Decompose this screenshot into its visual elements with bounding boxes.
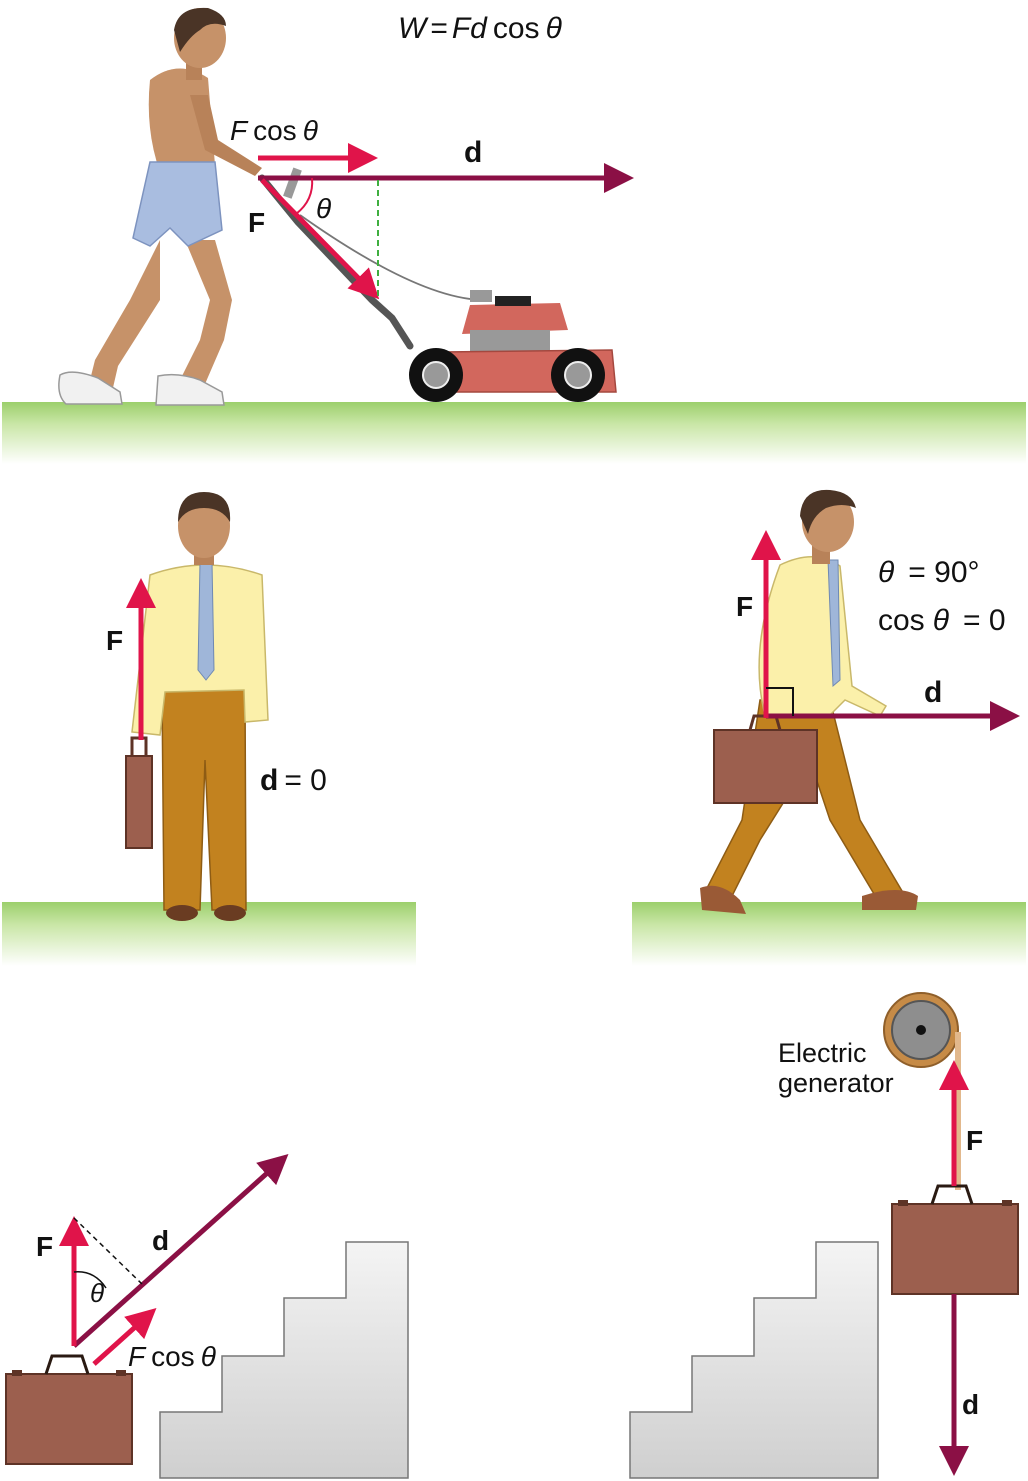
panel-b xyxy=(2,492,416,966)
d-arrow-d xyxy=(72,1153,289,1348)
ground-b xyxy=(2,902,416,966)
briefcase-e xyxy=(891,1203,1019,1295)
cos-equation: cos θ = 0 xyxy=(878,604,1006,637)
angle-arc-a xyxy=(295,177,314,215)
f-label-a: F xyxy=(248,207,265,238)
lawn-mower xyxy=(258,167,617,402)
f-label-d: F xyxy=(36,1231,53,1262)
panel-e xyxy=(629,992,1019,1479)
d-label-a: d xyxy=(464,136,482,169)
d-equals-zero: d = 0 xyxy=(260,764,327,797)
generator-label-line1: Electric xyxy=(778,1038,867,1068)
d-label-c: d xyxy=(924,676,942,709)
theta-label-a: θ xyxy=(316,193,331,224)
formula: W = Fd cos θ xyxy=(398,12,563,45)
person-walking xyxy=(700,489,918,914)
d-label-e: d xyxy=(962,1389,979,1420)
stairs-e xyxy=(629,1241,879,1479)
stairs-d xyxy=(159,1241,409,1479)
f-label-e: F xyxy=(966,1125,983,1156)
f-label-b: F xyxy=(106,625,123,656)
briefcase-c xyxy=(713,729,818,804)
d-label-d: d xyxy=(152,1225,169,1256)
briefcase-b xyxy=(125,755,153,849)
briefcase-d xyxy=(5,1373,133,1465)
angle-arc-d xyxy=(73,1271,107,1289)
ground-c xyxy=(632,902,1026,966)
panel-c xyxy=(632,489,1026,966)
ground-a xyxy=(2,402,1026,464)
fcos-arrow-d xyxy=(92,1307,157,1366)
f-arrow-a xyxy=(260,178,380,300)
theta-equation: θ = 90° xyxy=(878,556,980,589)
generator-label-line2: generator xyxy=(778,1068,894,1098)
right-angle-c xyxy=(766,687,794,716)
theta-label-d: θ xyxy=(90,1278,104,1308)
person-pushing xyxy=(58,7,262,406)
panel-d xyxy=(5,1153,409,1479)
person-standing xyxy=(131,492,269,921)
f-label-c: F xyxy=(736,591,753,622)
projection-line-d xyxy=(73,1217,143,1285)
panel-a xyxy=(2,7,1026,464)
